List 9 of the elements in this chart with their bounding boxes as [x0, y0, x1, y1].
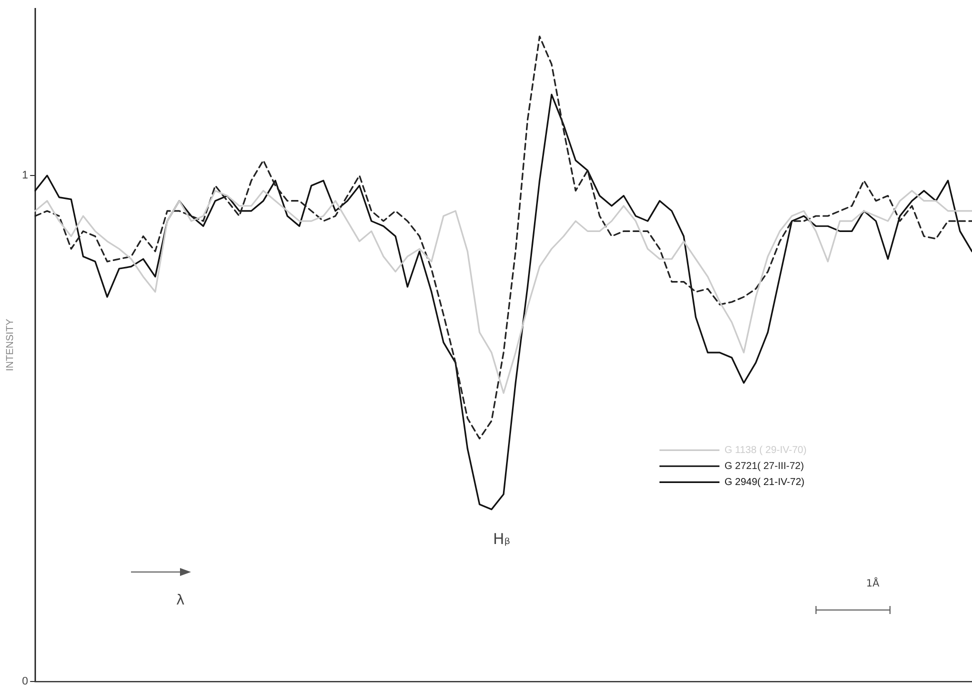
line-series — [34, 36, 972, 440]
annotation: 1Å — [866, 576, 880, 590]
y-tick-label: 0 — [22, 675, 28, 688]
y-axis-title: INTENSITY — [4, 318, 16, 372]
annotation: Hᵦ — [493, 530, 510, 548]
text: G 2949( 21-IV-72) — [724, 476, 805, 488]
text: G 2721( 27-III-72) — [724, 460, 804, 472]
annotation: λ — [176, 592, 184, 608]
y-tick-label: 1 — [22, 170, 28, 182]
